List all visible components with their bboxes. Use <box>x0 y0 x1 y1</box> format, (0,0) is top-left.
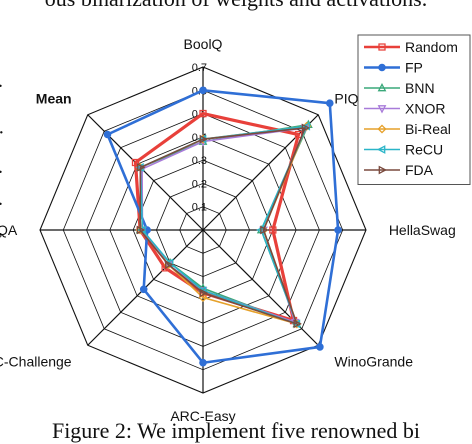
data-point <box>378 43 386 51</box>
category-label: ARC-Easy <box>170 408 235 424</box>
data-point <box>103 130 112 139</box>
data-point <box>325 99 334 108</box>
series-fda <box>136 123 311 329</box>
radial-tick-label: 0.1 <box>192 202 207 214</box>
data-point <box>199 86 207 95</box>
margin-mark: , <box>0 218 3 241</box>
legend-entry: XNOR <box>364 101 445 117</box>
margin-mark: . <box>0 156 3 179</box>
data-point <box>316 343 324 351</box>
legend-label: FP <box>405 60 423 76</box>
series-line <box>133 111 301 323</box>
data-point <box>301 123 311 133</box>
spoke-line <box>202 229 319 346</box>
data-point <box>137 163 146 172</box>
data-point <box>199 288 209 298</box>
data-point <box>377 82 387 92</box>
margin-mark: . <box>0 70 3 93</box>
margin-mark: . <box>0 188 3 211</box>
page-text-top: ous binarization of weights and activati… <box>0 0 472 12</box>
legend-label: BNN <box>405 80 435 96</box>
data-point <box>334 226 342 234</box>
category-label: WinoGrande <box>334 353 413 369</box>
category-labels: BoolQPIQAHellaSwagWinoGrandeARC-EasyARC-… <box>0 36 456 424</box>
legend-entry: ReCU <box>364 142 443 158</box>
data-point <box>377 105 387 114</box>
data-point <box>378 63 386 72</box>
data-point <box>139 285 148 294</box>
category-label: HellaSwag <box>389 222 456 238</box>
category-label: BoolQ <box>184 36 223 52</box>
margin-mark: · <box>0 122 5 145</box>
radial-tick-label: 0.3 <box>192 155 207 167</box>
figure-caption: Figure 2: We implement five renowned bi <box>51 418 421 443</box>
legend-label: ReCU <box>405 142 443 158</box>
series-layer <box>103 86 342 367</box>
category-label: OBQA <box>0 222 18 238</box>
radial-tick-label: 0.2 <box>192 178 207 190</box>
legend-label: Random <box>405 39 458 55</box>
series-fp <box>103 86 342 367</box>
legend-entry: FDA <box>364 162 434 178</box>
data-point <box>378 165 388 175</box>
data-point <box>301 121 311 131</box>
data-point <box>293 319 302 329</box>
chart-title: Mean <box>36 91 72 107</box>
data-point <box>199 358 207 367</box>
legend-label: XNOR <box>405 101 445 117</box>
legend-entry: Random <box>364 39 458 55</box>
legend-entry: Bi-Real <box>364 121 451 137</box>
category-label: ARC-Challenge <box>0 353 72 369</box>
data-point <box>199 134 209 144</box>
data-point <box>199 109 207 118</box>
legend-entry: FP <box>364 60 423 76</box>
data-point <box>165 260 174 269</box>
data-point <box>377 124 387 134</box>
radial-tick-label: 0.7 <box>192 62 207 74</box>
legend-label: Bi-Real <box>405 121 451 137</box>
legend-label: FDA <box>405 162 434 178</box>
legend-box <box>357 34 471 185</box>
data-point <box>376 145 386 154</box>
legend: Random FP BNN XNOR Bi-Real ReCU FDA <box>357 34 471 185</box>
data-point <box>136 225 146 235</box>
page-margin-marks: . · . . , <box>0 60 8 360</box>
data-point <box>260 225 269 235</box>
legend-entry: BNN <box>364 80 435 96</box>
series-line <box>139 127 306 325</box>
data-point <box>269 226 277 234</box>
